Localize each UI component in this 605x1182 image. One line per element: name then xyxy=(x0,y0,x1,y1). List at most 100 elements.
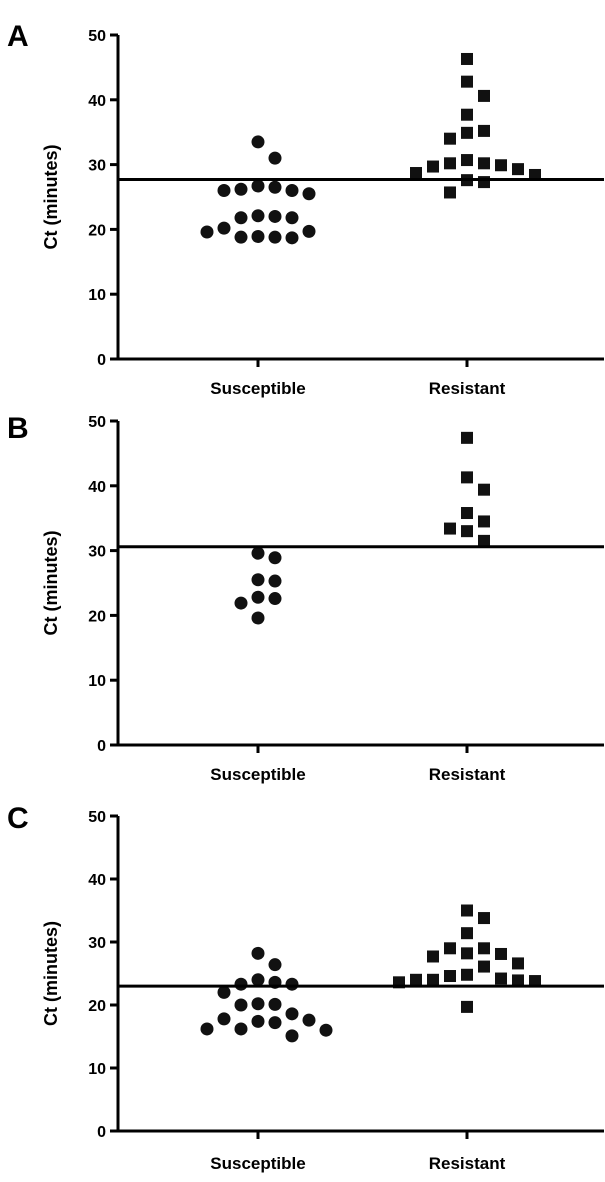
data-point-susceptible xyxy=(217,985,231,999)
data-point-susceptible xyxy=(234,998,248,1012)
y-tick-label: 0 xyxy=(97,1124,106,1141)
data-point-susceptible xyxy=(268,997,282,1011)
data-point-susceptible xyxy=(268,151,282,165)
data-point-resistant xyxy=(478,176,490,189)
data-point-susceptible xyxy=(268,592,282,606)
data-point-susceptible xyxy=(251,590,265,604)
y-tick-label: 20 xyxy=(88,608,106,625)
data-point-susceptible xyxy=(251,179,265,193)
data-point-susceptible xyxy=(251,611,265,625)
data-point-susceptible xyxy=(268,551,282,565)
x-category-label-resistant: Resistant xyxy=(429,1154,506,1173)
data-point-susceptible xyxy=(234,977,248,991)
data-point-susceptible xyxy=(285,1007,299,1021)
data-point-susceptible xyxy=(234,182,248,196)
data-point-susceptible xyxy=(285,231,299,245)
data-point-resistant xyxy=(461,154,473,167)
data-point-resistant xyxy=(461,52,473,65)
chart-panel-c: C 0 10 20 30 40 50 Ct (minutes) Susceptible Resis… xyxy=(7,802,604,1173)
data-point-susceptible xyxy=(234,596,248,610)
chart-panel-a: A 0 10 20 30 40 50 Ct (minutes) Susceptible Resis… xyxy=(7,20,604,398)
data-point-susceptible xyxy=(234,211,248,225)
data-point-resistant xyxy=(461,968,473,981)
data-point-susceptible xyxy=(234,230,248,244)
data-point-resistant xyxy=(461,75,473,88)
data-point-resistant xyxy=(427,160,439,173)
x-category-label-susceptible: Susceptible xyxy=(210,765,305,784)
x-category-label-susceptible: Susceptible xyxy=(210,379,305,398)
data-point-resistant xyxy=(529,975,541,988)
y-tick-label: 30 xyxy=(88,158,106,175)
y-tick-label: 30 xyxy=(88,935,106,952)
x-category-label-susceptible: Susceptible xyxy=(210,1154,305,1173)
data-point-susceptible xyxy=(217,184,231,198)
data-point-susceptible xyxy=(251,135,265,149)
data-point-susceptible xyxy=(285,1029,299,1043)
data-point-susceptible xyxy=(200,1022,214,1036)
data-point-resistant xyxy=(444,970,456,983)
data-point-resistant xyxy=(478,942,490,955)
y-tick-label: 20 xyxy=(88,998,106,1015)
panel-letter: C xyxy=(7,802,29,835)
y-axis-title: Ct (minutes) xyxy=(41,531,61,636)
data-point-susceptible xyxy=(251,209,265,223)
data-point-resistant xyxy=(478,157,490,170)
data-point-resistant xyxy=(461,126,473,139)
data-point-resistant xyxy=(410,167,422,180)
y-tick-label: 10 xyxy=(88,1061,106,1078)
y-tick-label: 50 xyxy=(88,414,106,431)
data-point-susceptible xyxy=(268,1016,282,1030)
data-point-resistant xyxy=(427,973,439,986)
data-point-susceptible xyxy=(302,187,316,201)
data-point-resistant xyxy=(495,947,507,960)
data-point-resistant xyxy=(529,168,541,181)
data-point-resistant xyxy=(461,904,473,917)
data-point-susceptible xyxy=(268,209,282,223)
data-point-susceptible xyxy=(251,973,265,987)
data-point-susceptible xyxy=(251,546,265,560)
data-point-susceptible xyxy=(268,230,282,244)
y-tick-label: 0 xyxy=(97,352,106,369)
data-point-susceptible xyxy=(285,211,299,225)
data-point-resistant xyxy=(444,522,456,535)
data-point-resistant xyxy=(461,431,473,444)
data-point-resistant xyxy=(444,157,456,170)
data-point-susceptible xyxy=(251,573,265,587)
data-point-resistant xyxy=(478,534,490,547)
y-tick-label: 50 xyxy=(88,809,106,826)
data-point-susceptible xyxy=(285,977,299,991)
data-point-resistant xyxy=(444,186,456,199)
y-axis-title: Ct (minutes) xyxy=(41,145,61,250)
data-point-resistant xyxy=(478,912,490,925)
data-point-susceptible xyxy=(251,230,265,244)
data-point-susceptible xyxy=(268,958,282,972)
data-point-resistant xyxy=(461,471,473,484)
data-point-resistant xyxy=(478,124,490,137)
data-point-resistant xyxy=(461,947,473,960)
data-point-susceptible xyxy=(251,1014,265,1028)
y-tick-label: 10 xyxy=(88,673,106,690)
data-point-susceptible xyxy=(234,1022,248,1036)
data-point-resistant xyxy=(495,972,507,985)
x-category-label-resistant: Resistant xyxy=(429,379,506,398)
y-tick-label: 20 xyxy=(88,222,106,239)
data-point-susceptible xyxy=(268,574,282,588)
x-category-label-resistant: Resistant xyxy=(429,765,506,784)
data-point-resistant xyxy=(444,942,456,955)
data-point-resistant xyxy=(427,950,439,963)
y-tick-label: 40 xyxy=(88,872,106,889)
data-point-resistant xyxy=(461,927,473,940)
data-point-resistant xyxy=(478,89,490,102)
y-axis-title: Ct (minutes) xyxy=(41,921,61,1026)
y-tick-label: 40 xyxy=(88,93,106,110)
data-point-resistant xyxy=(478,960,490,973)
y-tick-label: 40 xyxy=(88,479,106,496)
data-point-resistant xyxy=(512,974,524,987)
data-point-resistant xyxy=(495,159,507,172)
chart-panel-b: B 0 10 20 30 40 50 Ct (minutes) Susceptible Resis… xyxy=(7,412,604,784)
data-point-resistant xyxy=(512,957,524,970)
data-point-resistant xyxy=(444,132,456,145)
data-point-susceptible xyxy=(251,997,265,1011)
data-point-resistant xyxy=(461,1000,473,1013)
